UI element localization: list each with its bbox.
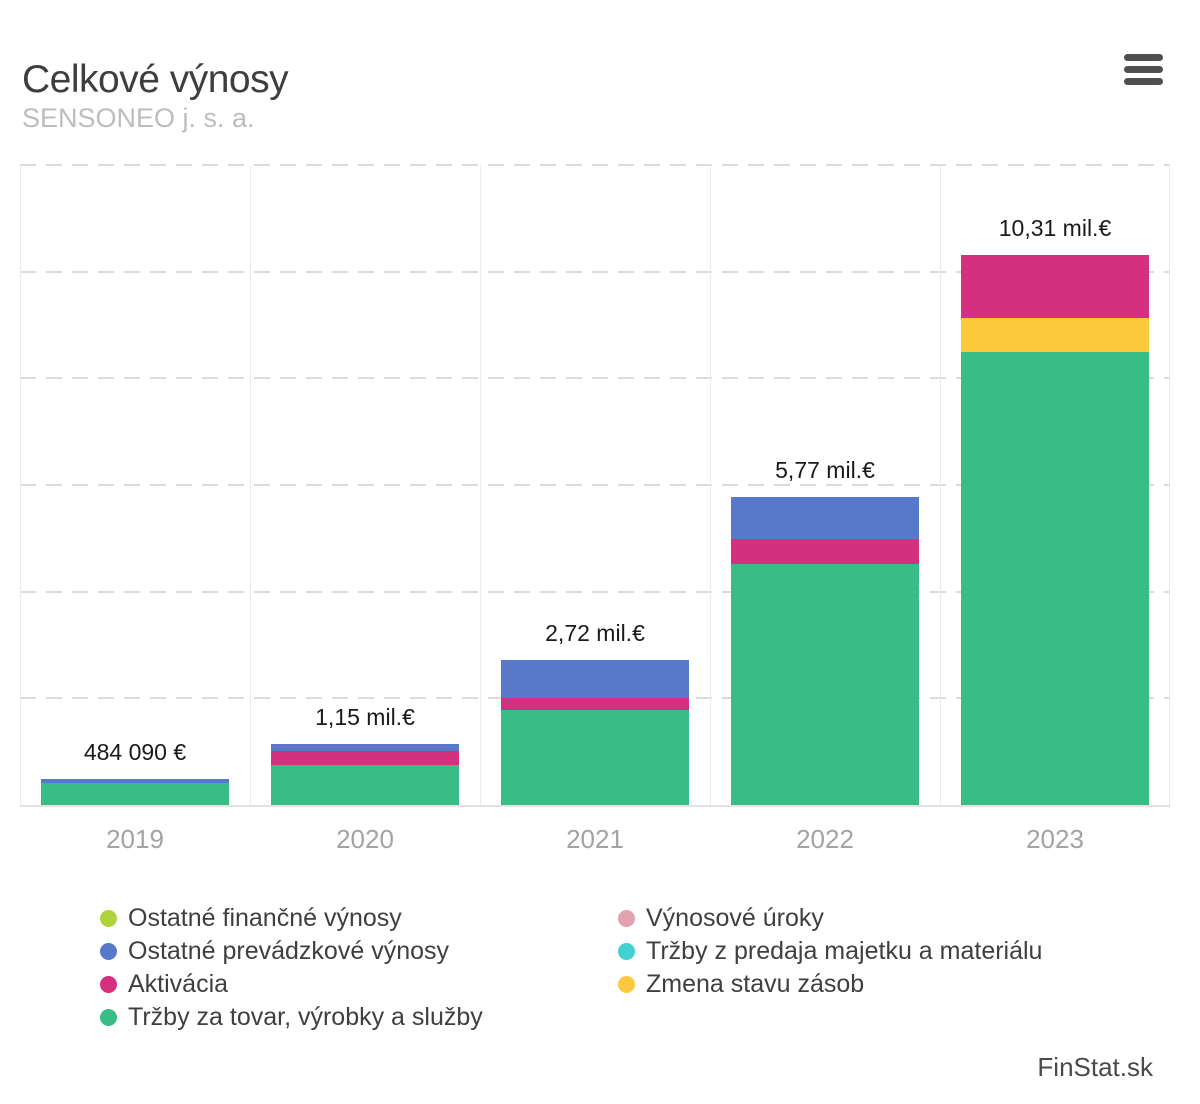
stacked-bar: [961, 255, 1149, 805]
legend-label: Zmena stavu zásob: [646, 970, 865, 998]
bar-total-label: 5,77 mil.€: [775, 457, 875, 484]
finstat-credit-link[interactable]: FinStat.sk: [1037, 1052, 1153, 1082]
bar-segment[interactable]: [501, 659, 689, 699]
legend-label: Výnosové úroky: [646, 904, 824, 932]
x-axis-label: 2019: [106, 824, 164, 854]
bar-total-label: 2,72 mil.€: [545, 619, 645, 646]
x-axis-label: 2021: [566, 824, 624, 854]
bar-segment[interactable]: [731, 563, 919, 805]
gridline-vertical: [250, 165, 251, 805]
legend-column-1: Ostatné finančné výnosy Ostatné prevádzko…: [100, 902, 483, 1034]
hamburger-menu-icon[interactable]: [1124, 54, 1163, 85]
bar-segment[interactable]: [271, 750, 459, 765]
legend-item[interactable]: Tržby za tovar, výrobky a služby: [100, 1001, 483, 1034]
gridline-vertical: [1169, 165, 1170, 805]
gridline-vertical: [940, 165, 941, 805]
legend-dot-icon: [618, 910, 635, 927]
gridline-vertical: [710, 165, 711, 805]
legend-label: Ostatné finančné výnosy: [128, 904, 402, 932]
legend-dot-icon: [100, 943, 117, 960]
bar-total-label: 484 090 €: [83, 739, 187, 766]
bar-segment[interactable]: [961, 255, 1149, 318]
gridline-horizontal: [20, 164, 1170, 166]
menu-bar-line: [1124, 78, 1163, 85]
stacked-bar: [731, 497, 919, 805]
x-axis-label: 2023: [1026, 824, 1084, 854]
bar-segment[interactable]: [41, 779, 229, 783]
chart-column: 10,31 mil.€: [940, 165, 1170, 805]
legend-dot-icon: [100, 976, 117, 993]
legend-column-2: Výnosové úroky Tržby z predaja majetku a …: [618, 902, 1042, 1001]
gridline-horizontal: [20, 590, 1170, 593]
bar-segment[interactable]: [731, 497, 919, 539]
bar-segment[interactable]: [961, 317, 1149, 352]
plot-area: 484 090 € 1,15 mil.€ 2,72 mil.€ 5,77 mil.€ 1…: [20, 164, 1170, 807]
legend-dot-icon: [100, 910, 117, 927]
gridline-vertical: [480, 165, 481, 805]
legend-item[interactable]: Zmena stavu zásob: [618, 968, 1042, 1001]
legend-label: Aktivácia: [128, 970, 229, 998]
legend-dot-icon: [100, 1009, 117, 1026]
x-axis-label: 2022: [796, 824, 854, 854]
chart-column: 5,77 mil.€: [710, 165, 940, 805]
chart-column: 484 090 €: [20, 165, 250, 805]
bar-segment[interactable]: [41, 782, 229, 805]
bar-segment[interactable]: [731, 538, 919, 564]
bar-segment[interactable]: [961, 351, 1149, 805]
gridline-vertical: [20, 165, 21, 805]
menu-bar-line: [1124, 54, 1163, 61]
legend-dot-icon: [618, 943, 635, 960]
bar-segment[interactable]: [271, 765, 459, 805]
menu-bar-line: [1124, 66, 1163, 73]
stacked-bar: [41, 779, 229, 805]
legend-item[interactable]: Tržby z predaja majetku a materiálu: [618, 935, 1042, 968]
legend-item[interactable]: Výnosové úroky: [618, 902, 1042, 935]
gridline-horizontal: [20, 270, 1170, 273]
chart-column: 2,72 mil.€: [480, 165, 710, 805]
stacked-bar: [501, 659, 689, 805]
chart-subtitle: SENSONEO j. s. a.: [22, 103, 255, 133]
bar-total-label: 1,15 mil.€: [315, 703, 415, 730]
legend-item[interactable]: Aktivácia: [100, 968, 483, 1001]
chart-column: 1,15 mil.€: [250, 165, 480, 805]
bar-total-label: 10,31 mil.€: [998, 215, 1112, 242]
stacked-bar: [271, 743, 459, 805]
bar-segment[interactable]: [501, 709, 689, 805]
bar-segment[interactable]: [271, 743, 459, 751]
gridline-horizontal: [20, 377, 1170, 380]
x-axis: 2019 2020 2021 2022 2023: [20, 824, 1170, 860]
legend-label: Tržby za tovar, výrobky a služby: [128, 1003, 483, 1031]
gridline-horizontal: [20, 484, 1170, 486]
legend-label: Tržby z predaja majetku a materiálu: [646, 937, 1043, 965]
page-title: Celkové výnosy: [22, 58, 289, 102]
legend-item[interactable]: Ostatné finančné výnosy: [100, 902, 483, 935]
bar-segment[interactable]: [501, 698, 689, 710]
legend-dot-icon: [618, 976, 635, 993]
x-axis-label: 2020: [336, 824, 394, 854]
legend-label: Ostatné prevádzkové výnosy: [128, 937, 449, 965]
legend-item[interactable]: Ostatné prevádzkové výnosy: [100, 935, 483, 968]
